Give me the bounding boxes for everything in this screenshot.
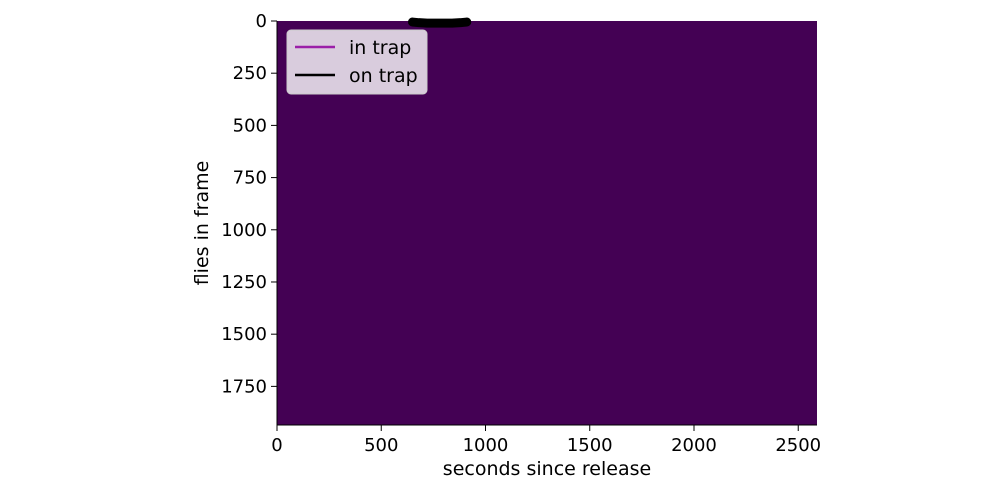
x-tick-label: 2000 (671, 435, 717, 456)
x-tick-label: 2500 (775, 435, 821, 456)
y-tick-label: 1000 (221, 220, 267, 241)
y-tick-label: 250 (233, 63, 267, 84)
legend-label: in trap (349, 37, 411, 59)
y-tick-label: 1500 (221, 324, 267, 345)
x-axis-label: seconds since release (443, 458, 651, 480)
x-axis-ticks: 0 500 1000 1500 2000 2500 (271, 425, 821, 456)
legend-label: on trap (349, 65, 418, 87)
y-tick-label: 0 (256, 11, 267, 32)
y-axis-ticks: 0 250 500 750 1000 1250 1500 1750 (221, 11, 277, 397)
series-layer (408, 17, 472, 28)
x-tick-label: 1000 (463, 435, 509, 456)
series-line-on-trap (408, 17, 472, 28)
x-tick-label: 1500 (567, 435, 613, 456)
y-tick-label: 500 (233, 115, 267, 136)
y-tick-label: 1750 (221, 376, 267, 397)
legend: in trap on trap (286, 29, 428, 95)
y-tick-label: 750 (233, 168, 267, 189)
x-tick-label: 500 (364, 435, 398, 456)
x-tick-label: 0 (271, 435, 282, 456)
y-tick-label: 1250 (221, 272, 267, 293)
y-axis-label: flies in frame (191, 161, 213, 286)
